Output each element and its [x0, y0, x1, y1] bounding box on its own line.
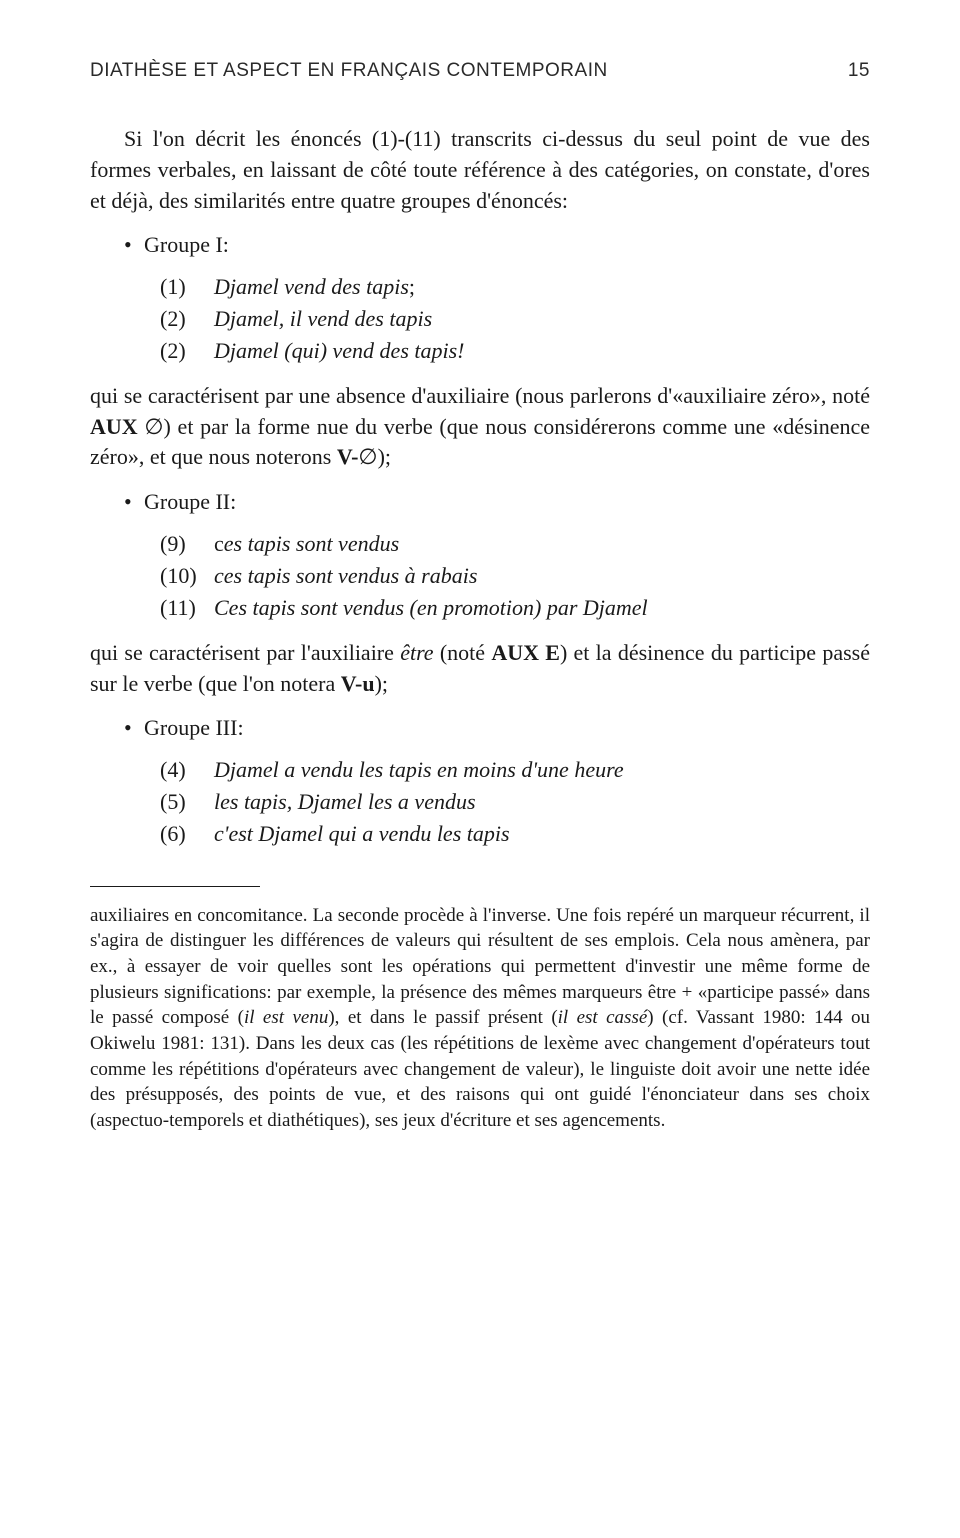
example-number: (9) [160, 528, 214, 560]
bullet-label: Groupe I: [144, 232, 229, 257]
example-number: (4) [160, 754, 214, 786]
example-number: (2) [160, 335, 214, 367]
example-text: les tapis, Djamel les a vendus [214, 786, 476, 818]
example-line: (10) ces tapis sont vendus à rabais [160, 560, 870, 592]
example-line: (5) les tapis, Djamel les a vendus [160, 786, 870, 818]
example-number: (5) [160, 786, 214, 818]
example-line: (2) Djamel, il vend des tapis [160, 303, 870, 335]
examples-group-3: (4) Djamel a vendu les tapis en moins d'… [160, 754, 870, 850]
example-line: (11) Ces tapis sont vendus (en promotion… [160, 592, 870, 624]
bullet-group-3: •Groupe III: [124, 713, 870, 744]
paragraph-intro: Si l'on décrit les énoncés (1)-(11) tran… [90, 124, 870, 216]
example-number: (1) [160, 271, 214, 303]
examples-group-2: (9) ces tapis sont vendus (10) ces tapis… [160, 528, 870, 624]
example-line: (9) ces tapis sont vendus [160, 528, 870, 560]
example-text: Djamel, il vend des tapis [214, 303, 432, 335]
bullet-icon: • [124, 230, 144, 261]
example-line: (6) c'est Djamel qui a vendu les tapis [160, 818, 870, 850]
bullet-icon: • [124, 713, 144, 744]
example-line: (2) Djamel (qui) vend des tapis! [160, 335, 870, 367]
footnote-separator [90, 886, 260, 887]
paragraph-group2-desc: qui se caractérisent par l'auxiliaire êt… [90, 638, 870, 700]
example-text: Ces tapis sont vendus (en promotion) par… [214, 592, 648, 624]
running-head: DIATHÈSE ET ASPECT EN FRANÇAIS CONTEMPOR… [90, 60, 870, 82]
bullet-group-1: •Groupe I: [124, 230, 870, 261]
bullet-label: Groupe III: [144, 715, 244, 740]
running-title: DIATHÈSE ET ASPECT EN FRANÇAIS CONTEMPOR… [90, 60, 608, 82]
example-text: c'est Djamel qui a vendu les tapis [214, 818, 510, 850]
example-text: ces tapis sont vendus [214, 528, 399, 560]
example-number: (6) [160, 818, 214, 850]
example-line: (1) Djamel vend des tapis; [160, 271, 870, 303]
example-text: ces tapis sont vendus à rabais [214, 560, 477, 592]
footnote-text: auxiliaires en concomitance. La seconde … [90, 903, 870, 1134]
example-text: Djamel a vendu les tapis en moins d'une … [214, 754, 624, 786]
example-number: (2) [160, 303, 214, 335]
example-line: (4) Djamel a vendu les tapis en moins d'… [160, 754, 870, 786]
example-text: Djamel (qui) vend des tapis! [214, 335, 465, 367]
bullet-group-2: •Groupe II: [124, 487, 870, 518]
page-number: 15 [848, 60, 870, 82]
examples-group-1: (1) Djamel vend des tapis; (2) Djamel, i… [160, 271, 870, 367]
example-text: Djamel vend des tapis; [214, 271, 415, 303]
bullet-icon: • [124, 487, 144, 518]
example-number: (10) [160, 560, 214, 592]
example-number: (11) [160, 592, 214, 624]
paragraph-group1-desc: qui se caractérisent par une absence d'a… [90, 381, 870, 473]
bullet-label: Groupe II: [144, 489, 236, 514]
page: DIATHÈSE ET ASPECT EN FRANÇAIS CONTEMPOR… [0, 0, 960, 1204]
